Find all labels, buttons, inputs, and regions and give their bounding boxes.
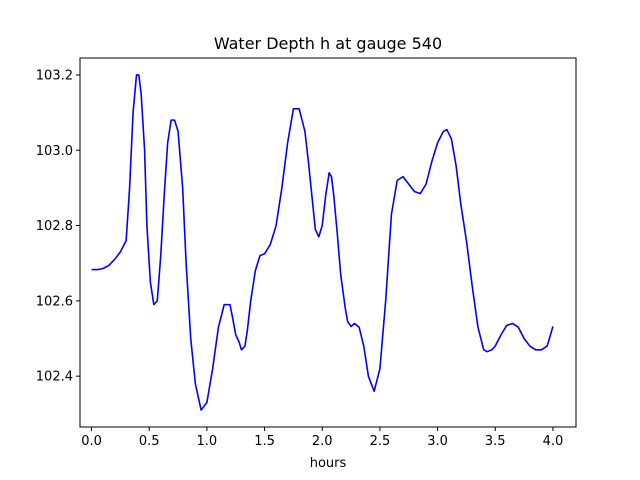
x-axis: 0.0 0.5 1.0 1.5 2.0 2.5 3.0 3.5 4.0 — [81, 427, 563, 449]
series-layer — [91, 74, 554, 411]
x-tick-label: 1.0 — [197, 434, 218, 449]
y-tick-label: 102.8 — [36, 219, 73, 234]
x-tick-label: 4.0 — [543, 434, 564, 449]
x-tick-label: 2.5 — [370, 434, 391, 449]
x-tick-label: 2.0 — [312, 434, 333, 449]
y-tick-label: 103.2 — [36, 68, 73, 83]
series-line-0 — [91, 74, 554, 411]
x-tick-label: 0.5 — [139, 434, 160, 449]
x-tick-label: 3.5 — [485, 434, 506, 449]
y-tick-label: 103.0 — [36, 144, 73, 159]
y-tick-label: 102.4 — [36, 370, 73, 385]
x-tick-label: 1.5 — [254, 434, 275, 449]
x-axis-label: hours — [310, 456, 347, 471]
y-axis: 102.4 102.6 102.8 103.0 103.2 — [36, 68, 80, 385]
y-tick-label: 102.6 — [36, 294, 73, 309]
chart-title: Water Depth h at gauge 540 — [214, 34, 442, 53]
plot-area — [79, 57, 577, 428]
x-tick-label: 0.0 — [81, 434, 102, 449]
x-tick-label: 3.0 — [427, 434, 448, 449]
